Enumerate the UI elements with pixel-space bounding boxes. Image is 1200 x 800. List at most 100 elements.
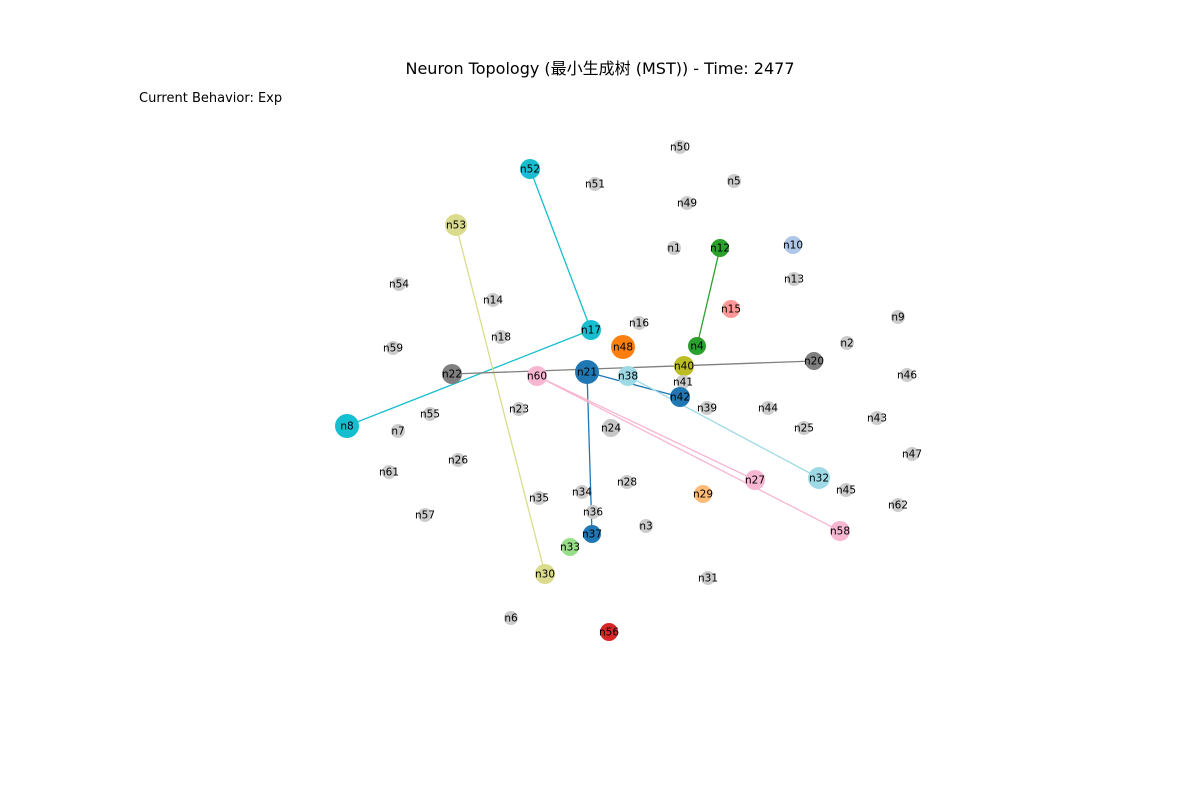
node-label-n51: n51 [585,179,605,191]
node-marker-n3 [639,519,653,533]
node-n4: n4 [688,337,706,355]
node-n6: n6 [504,611,518,625]
node-n55: n55 [420,407,440,421]
node-marker-n16 [632,316,646,330]
node-n2: n2 [840,336,854,350]
node-label-n29: n29 [693,489,713,501]
node-marker-n51 [588,177,602,191]
node-label-n23: n23 [509,404,529,416]
node-n9: n9 [891,310,905,324]
node-marker-n8 [335,414,359,438]
node-n41: n41 [673,375,693,389]
node-marker-n49 [680,196,694,210]
node-n31: n31 [698,571,718,585]
node-marker-n20 [805,352,823,370]
node-n45: n45 [836,483,856,497]
node-label-n9: n9 [891,312,904,324]
node-n27: n27 [745,470,765,490]
node-n42: n42 [670,387,690,407]
node-n61: n61 [379,465,399,479]
node-marker-n14 [486,293,500,307]
node-label-n34: n34 [572,487,592,499]
node-n20: n20 [804,352,824,370]
node-label-n42: n42 [670,392,690,404]
node-n26: n26 [448,453,468,467]
node-n34: n34 [572,485,592,499]
node-marker-n26 [451,453,465,467]
node-n21: n21 [575,360,599,384]
node-marker-n35 [532,491,546,505]
node-label-n48: n48 [613,342,633,354]
node-marker-n40 [674,356,694,376]
node-n10: n10 [783,236,803,254]
node-marker-n24 [602,419,620,437]
node-marker-n50 [673,140,687,154]
node-marker-n43 [870,411,884,425]
node-n51: n51 [585,177,605,191]
node-marker-n23 [512,402,526,416]
node-label-n18: n18 [491,332,511,344]
node-label-n21: n21 [577,367,597,379]
node-label-n12: n12 [710,243,730,255]
node-marker-n34 [575,485,589,499]
edge-n21-n42 [586,371,681,398]
node-marker-n28 [620,475,634,489]
node-marker-n2 [840,336,854,350]
node-n60: n60 [527,366,547,386]
node-marker-n15 [722,300,740,318]
node-label-n61: n61 [379,467,399,479]
node-n32: n32 [808,467,830,489]
node-label-n3: n3 [639,521,652,533]
node-label-n1: n1 [667,243,680,255]
edge-n52-n17 [529,168,592,331]
node-marker-n57 [418,508,432,522]
node-n25: n25 [794,421,814,435]
node-label-n54: n54 [389,279,409,291]
node-n46: n46 [897,368,917,382]
node-marker-n9 [891,310,905,324]
node-label-n5: n5 [727,176,740,188]
node-label-n33: n33 [560,542,580,554]
node-n57: n57 [415,508,435,522]
node-label-n28: n28 [617,477,637,489]
node-label-n57: n57 [415,510,435,522]
node-marker-n45 [839,483,853,497]
node-label-n40: n40 [674,361,694,373]
node-marker-n21 [575,360,599,384]
node-label-n39: n39 [697,403,717,415]
node-label-n38: n38 [618,371,638,383]
node-label-n58: n58 [830,526,850,538]
node-n28: n28 [617,475,637,489]
node-label-n46: n46 [897,370,917,382]
node-marker-n18 [494,330,508,344]
node-label-n44: n44 [758,403,778,415]
node-label-n22: n22 [442,369,462,381]
node-n47: n47 [902,447,922,461]
node-label-n17: n17 [581,325,601,337]
node-label-n14: n14 [483,295,503,307]
node-label-n56: n56 [599,627,619,639]
node-label-n55: n55 [420,409,440,421]
node-label-n7: n7 [391,426,404,438]
node-marker-n53 [445,214,467,236]
node-marker-n31 [701,571,715,585]
node-marker-n32 [808,467,830,489]
node-marker-n17 [581,320,601,340]
node-n40: n40 [674,356,694,376]
node-n56: n56 [599,623,619,641]
node-n15: n15 [721,300,741,318]
node-marker-n6 [504,611,518,625]
node-marker-n59 [386,341,400,355]
node-marker-n61 [382,465,396,479]
node-n48: n48 [611,335,635,359]
node-n53: n53 [445,214,467,236]
node-marker-n5 [727,174,741,188]
node-n17: n17 [581,320,601,340]
node-marker-n10 [784,236,802,254]
node-n39: n39 [697,401,717,415]
node-n62: n62 [888,498,908,512]
node-marker-n62 [891,498,905,512]
node-label-n31: n31 [698,573,718,585]
node-label-n8: n8 [340,421,353,433]
